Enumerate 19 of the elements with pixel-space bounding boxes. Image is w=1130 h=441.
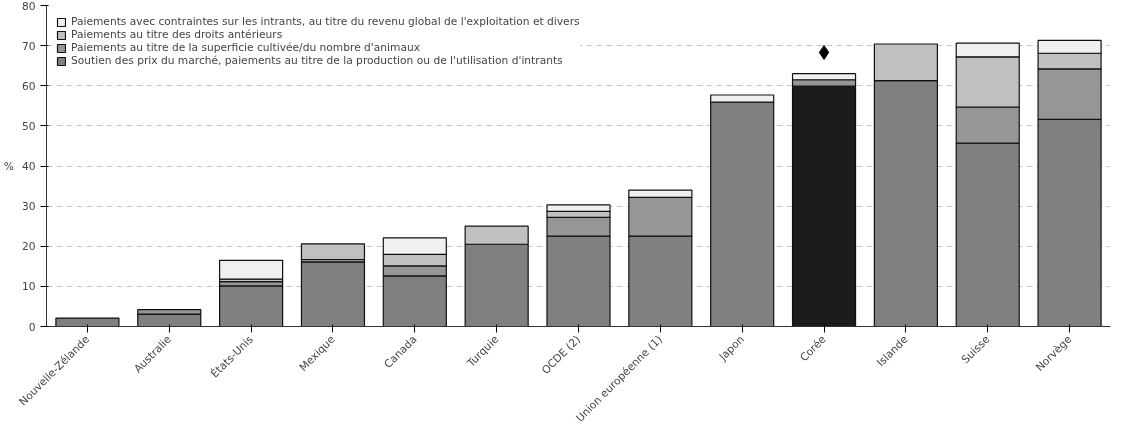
y-tick-label: 0 xyxy=(28,320,36,334)
y-tick-label: 10 xyxy=(21,280,36,294)
legend-label: Paiements au titre de la superficie cultivée/du nombre d'animaux xyxy=(71,41,420,54)
legend-label: Paiements avec contraintes sur les intrants, au titre du revenu global de l'exploitation et divers xyxy=(71,15,580,28)
bar xyxy=(219,285,284,327)
bar xyxy=(300,243,366,261)
legend-label: Soutien des prix du marché, paiements au titre de la production ou de l'utilisation d'intrants xyxy=(71,54,563,67)
y-tick-label: 60 xyxy=(21,79,36,93)
y-tick-label: 30 xyxy=(21,200,36,214)
bar xyxy=(219,259,284,280)
y-tick-label: 70 xyxy=(21,39,36,53)
bar xyxy=(55,317,120,327)
legend-label: Paiements au titre des droits antérieurs xyxy=(71,28,283,41)
y-axis-title: % xyxy=(3,159,14,173)
y-tick-label: 20 xyxy=(21,240,36,254)
y-tick-label: 40 xyxy=(21,160,36,173)
y-tick-label: 80 xyxy=(21,0,36,13)
bar xyxy=(300,261,366,327)
y-tick-label: 50 xyxy=(21,119,36,133)
